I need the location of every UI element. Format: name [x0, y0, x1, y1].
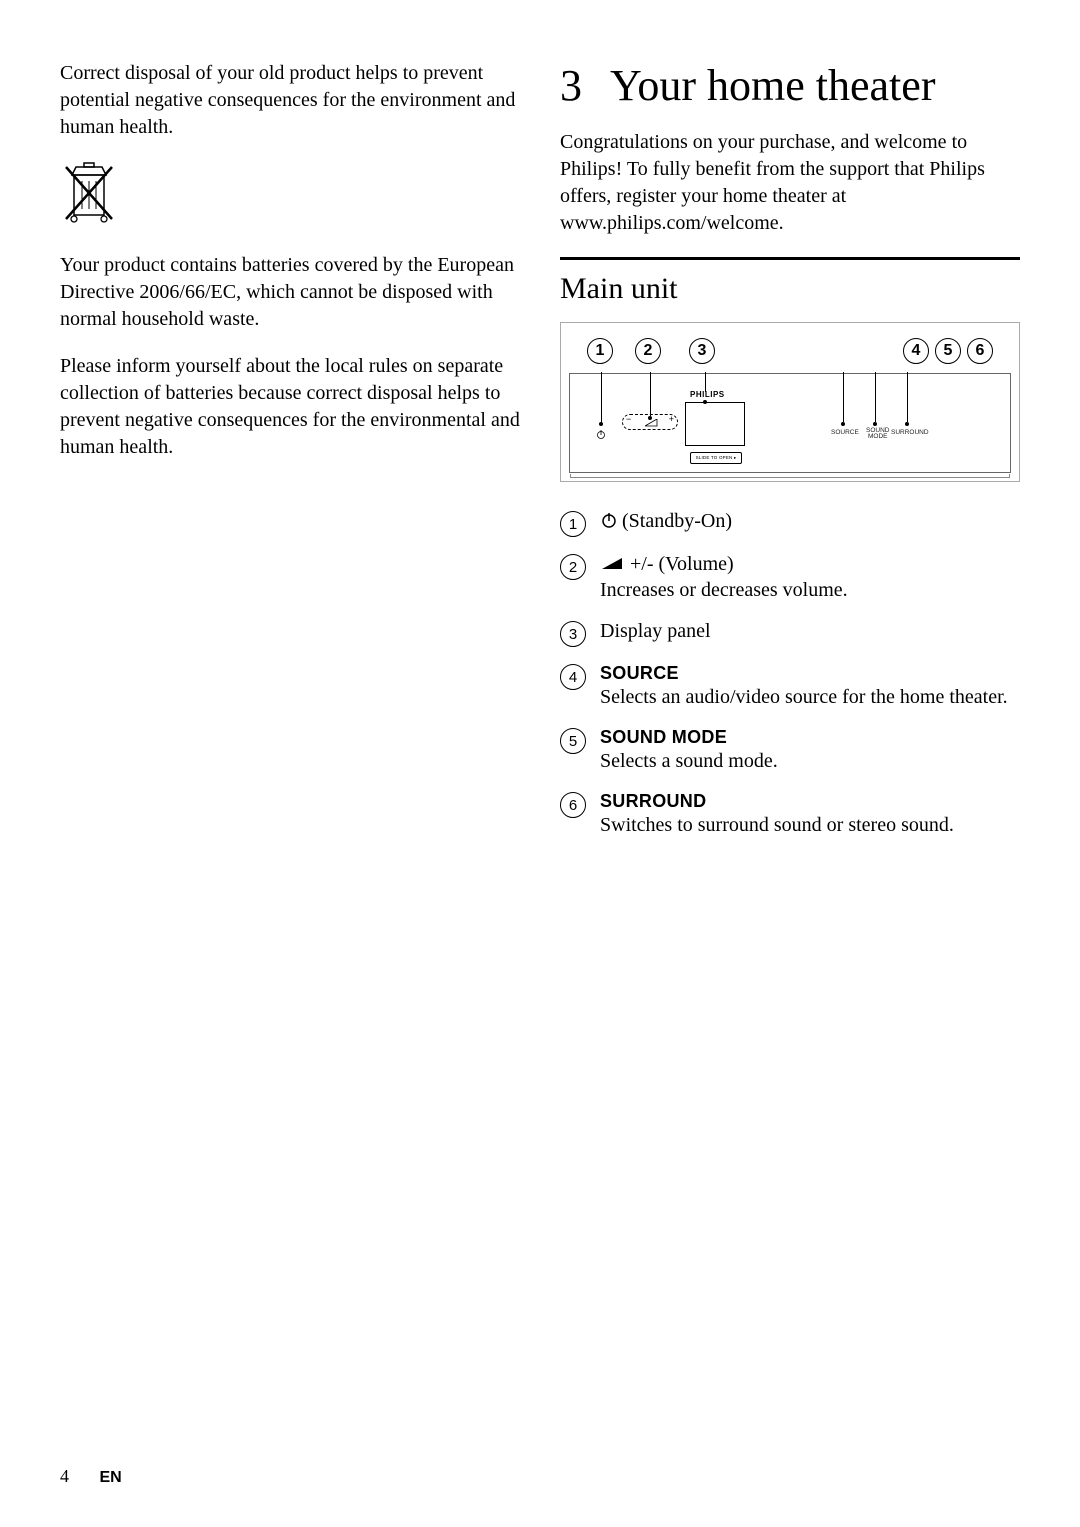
callout-4: 4 [903, 338, 929, 364]
callout-1: 1 [587, 338, 613, 364]
volume-icon [600, 556, 626, 577]
item-desc: Selects an audio/video source for the ho… [600, 684, 1020, 711]
item-title: +/- (Volume) [630, 553, 734, 575]
power-icon [600, 514, 618, 531]
item-title: SURROUND [600, 791, 706, 811]
slide-to-open: SLIDE TO OPEN ▸ [690, 452, 742, 464]
brand-label: PHILIPS [690, 390, 725, 399]
section-title: Your home theater [610, 60, 935, 111]
unit-body: − + PHILIPS SOURCE SOUND MODE SURROUND S… [569, 373, 1011, 473]
battery-disposal-paragraph: Please inform yourself about the local r… [60, 353, 520, 461]
diagram-callout-row: 1 2 3 4 5 6 [569, 331, 1011, 371]
item-desc: Switches to surround sound or stereo sou… [600, 812, 1020, 839]
item-number: 4 [560, 664, 586, 690]
list-item: 2 +/- (Volume) Increases or decreases vo… [560, 553, 1020, 604]
item-title: Display panel [600, 620, 711, 642]
display-panel-box [685, 402, 745, 446]
callout-6: 6 [967, 338, 993, 364]
right-column: 3 Your home theater Congratulations on y… [560, 60, 1020, 855]
crossed-bin-icon [60, 161, 520, 230]
list-item: 5 SOUND MODE Selects a sound mode. [560, 727, 1020, 775]
item-number: 5 [560, 728, 586, 754]
section-number: 3 [560, 60, 582, 111]
item-number: 6 [560, 792, 586, 818]
list-item: 4 SOURCE Selects an audio/video source f… [560, 663, 1020, 711]
main-unit-diagram: 1 2 3 4 5 6 [560, 322, 1020, 482]
callout-5: 5 [935, 338, 961, 364]
battery-directive-paragraph: Your product contains batteries covered … [60, 252, 520, 333]
item-title: SOUND MODE [600, 727, 727, 747]
page-number: 4 [60, 1466, 69, 1486]
left-column: Correct disposal of your old product hel… [60, 60, 520, 855]
language-code: EN [100, 1469, 122, 1486]
intro-paragraph: Congratulations on your purchase, and we… [560, 129, 1020, 237]
main-unit-heading: Main unit [560, 272, 1020, 306]
item-number: 2 [560, 554, 586, 580]
list-item: 6 SURROUND Switches to surround sound or… [560, 791, 1020, 839]
item-title: (Standby-On) [622, 510, 732, 532]
section-divider [560, 257, 1020, 260]
item-desc: Increases or decreases volume. [600, 577, 1020, 604]
item-number: 3 [560, 621, 586, 647]
disposal-paragraph-1: Correct disposal of your old product hel… [60, 60, 520, 141]
power-icon [596, 430, 606, 440]
section-header: 3 Your home theater [560, 60, 1020, 111]
item-desc: Selects a sound mode. [600, 748, 1020, 775]
item-title: SOURCE [600, 663, 679, 683]
callout-2: 2 [635, 338, 661, 364]
list-item: 3 Display panel [560, 620, 1020, 647]
item-number: 1 [560, 511, 586, 537]
source-label: SOURCE [831, 429, 859, 436]
callout-3: 3 [689, 338, 715, 364]
sound-mode-label-2: MODE [868, 433, 888, 440]
list-item: 1 (Standby-On) [560, 510, 1020, 537]
page-footer: 4 EN [60, 1466, 122, 1487]
main-unit-list: 1 (Standby-On) 2 +/- (Volume) Increases … [560, 510, 1020, 839]
surround-label: SURROUND [891, 429, 929, 436]
